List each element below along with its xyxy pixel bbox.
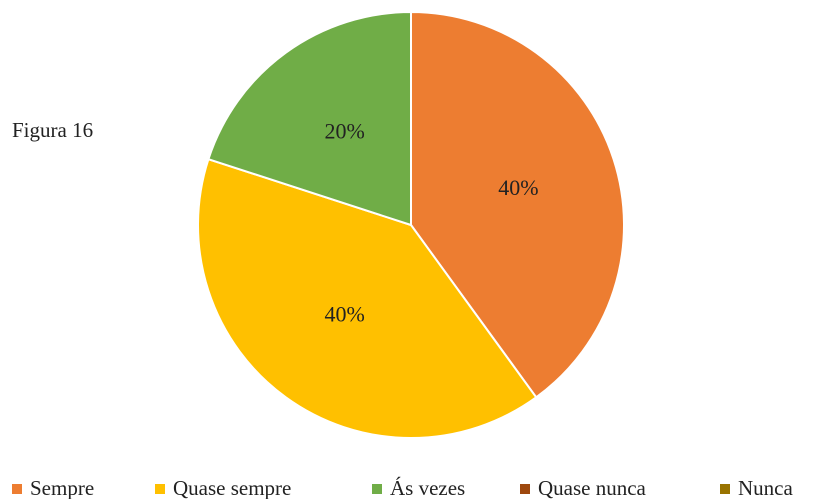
data-label: 40% xyxy=(498,175,538,200)
pie-slice xyxy=(207,10,412,227)
legend-swatch xyxy=(12,484,22,494)
legend-label: Quase sempre xyxy=(173,476,291,499)
legend-label: Nunca xyxy=(738,476,793,499)
pie-slice xyxy=(197,157,538,439)
legend-swatch xyxy=(372,484,382,494)
legend-swatch xyxy=(720,484,730,494)
chart-title: Figura 16 xyxy=(12,118,93,142)
legend-label: Quase nunca xyxy=(538,476,647,499)
legend-label: Sempre xyxy=(30,476,94,499)
legend-label: Ás vezes xyxy=(390,476,465,499)
legend-swatch xyxy=(155,484,165,494)
data-label: 20% xyxy=(324,119,364,144)
data-label: 40% xyxy=(324,301,364,326)
pie-slice xyxy=(410,10,625,399)
legend-swatch xyxy=(520,484,530,494)
